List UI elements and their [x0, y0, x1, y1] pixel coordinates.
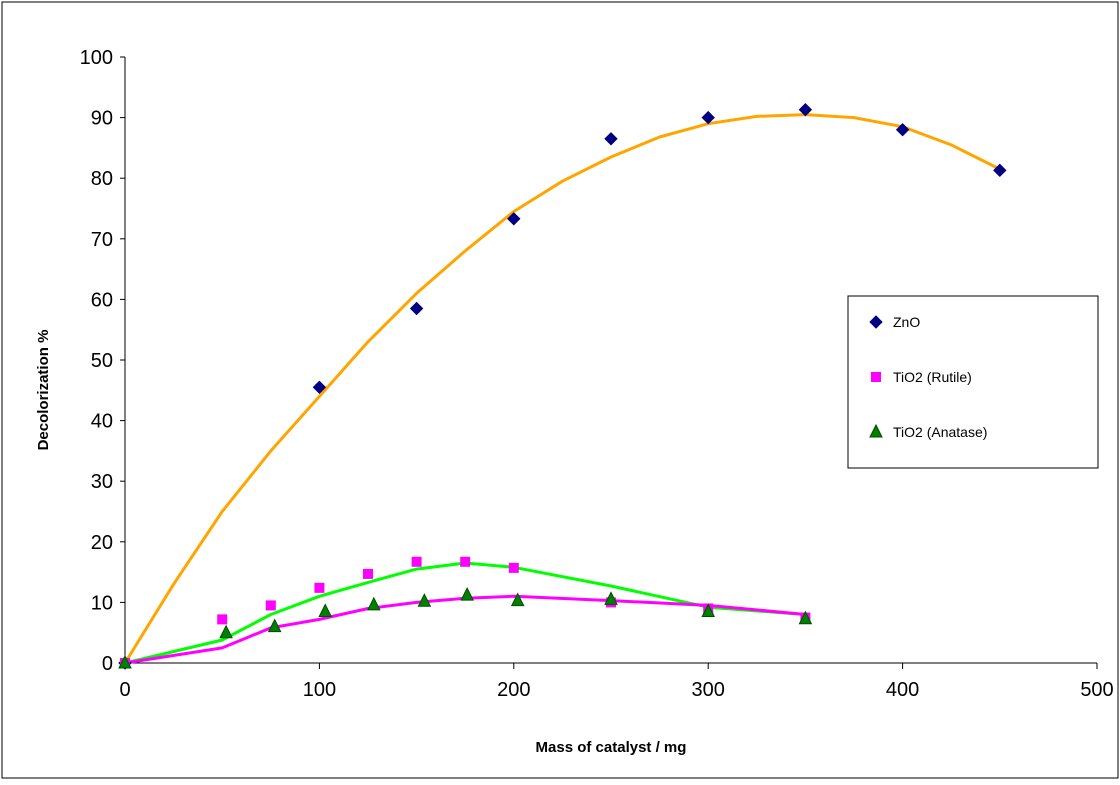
legend-box	[847, 295, 1099, 469]
y-tick-label: 70	[91, 229, 113, 251]
data-point-square	[314, 582, 325, 593]
y-tick-label: 20	[91, 532, 113, 554]
data-point-triangle	[510, 592, 525, 607]
legend-marker-diamond	[869, 315, 883, 329]
data-point-square	[508, 562, 519, 573]
data-point-diamond	[895, 123, 910, 137]
data-point-diamond	[798, 103, 813, 117]
data-point-diamond	[701, 110, 715, 125]
data-point-triangle	[219, 624, 233, 639]
data-point-triangle	[118, 654, 132, 669]
legend: ZnO TiO2 (Rutile) TiO2 (Anatase)	[847, 295, 1099, 469]
data-point-triangle	[267, 618, 282, 633]
trend-line-triangle	[124, 561, 806, 665]
legend-label: ZnO	[893, 314, 920, 330]
y-tick-label: 80	[91, 168, 113, 190]
data-point-triangle	[604, 591, 618, 605]
data-markers	[118, 103, 1007, 670]
x-tick-label: 200	[497, 679, 530, 701]
y-tick-label: 10	[91, 592, 113, 614]
data-point-triangle	[367, 596, 381, 611]
y-tick-label: 0	[102, 653, 113, 675]
y-tick-label: 40	[91, 411, 113, 433]
y-tick-label: 60	[91, 289, 113, 311]
data-point-triangle	[417, 593, 432, 607]
data-point-triangle	[701, 603, 716, 617]
data-point-diamond	[604, 132, 618, 146]
data-point-triangle	[798, 610, 813, 625]
data-point-diamond	[993, 163, 1007, 178]
trend-line-square	[124, 594, 806, 665]
x-tick-label: 100	[303, 679, 336, 701]
y-axis-title: Decolorization %	[35, 330, 52, 451]
x-tick-label: 400	[886, 679, 919, 701]
trend-line-diamond	[123, 113, 1001, 664]
data-point-square	[411, 556, 422, 567]
data-point-square	[363, 568, 373, 579]
x-axis-title: Mass of catalyst / mg	[536, 739, 687, 756]
data-point-triangle	[318, 603, 333, 617]
data-point-square	[217, 614, 228, 625]
y-tick-label: 100	[80, 47, 113, 69]
y-tick-label: 90	[91, 108, 113, 130]
x-tick-label: 500	[1080, 679, 1113, 701]
legend-label: TiO2 (Anatase)	[893, 424, 987, 440]
legend-marker-square	[871, 372, 881, 382]
axes: 0 10 20 30 40 50 60 70 80 90 100 0 100 200 300 400 500	[80, 47, 1114, 701]
data-point-diamond	[507, 212, 521, 226]
y-tick-label: 30	[91, 471, 113, 493]
legend-label: TiO2 (Rutile)	[893, 369, 972, 385]
data-point-diamond	[312, 380, 327, 394]
data-point-square	[460, 556, 471, 567]
data-point-triangle	[460, 587, 474, 601]
y-tick-label: 50	[91, 350, 113, 372]
data-point-square	[265, 600, 276, 611]
trend-lines	[123, 113, 1001, 665]
x-tick-label: 300	[692, 679, 725, 701]
legend-marker-triangle	[869, 423, 883, 438]
data-point-diamond	[409, 301, 424, 316]
x-tick-label: 0	[119, 679, 130, 701]
